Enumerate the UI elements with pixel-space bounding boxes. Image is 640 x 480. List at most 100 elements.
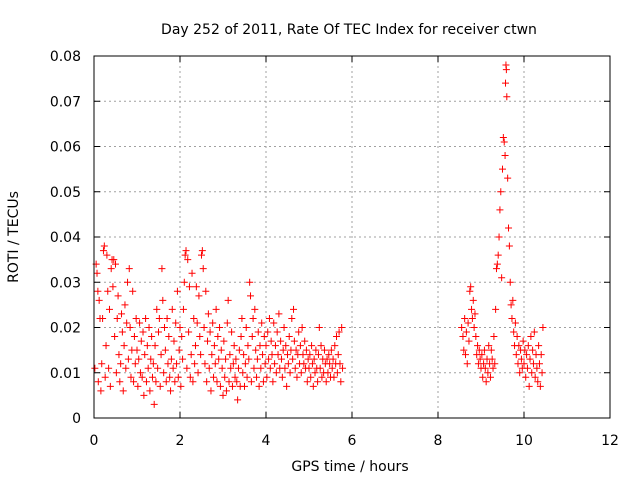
data-point — [264, 328, 272, 336]
data-point — [198, 247, 206, 255]
data-point — [151, 342, 159, 350]
data-point — [295, 328, 303, 336]
data-point — [506, 278, 514, 286]
data-point — [288, 314, 296, 322]
data-point — [320, 346, 328, 354]
y-tick-label: 0.02 — [50, 321, 81, 337]
data-point — [223, 319, 231, 327]
data-point — [480, 360, 488, 368]
data-point — [275, 310, 283, 318]
data-point — [121, 301, 129, 309]
data-point — [471, 310, 479, 318]
data-point — [486, 373, 494, 381]
data-point — [221, 373, 229, 381]
data-point — [143, 342, 151, 350]
data-point — [505, 242, 513, 250]
data-point — [503, 93, 511, 101]
data-point — [213, 378, 221, 386]
data-point — [259, 378, 267, 386]
data-point — [144, 364, 152, 372]
data-point — [478, 351, 486, 359]
data-point — [217, 346, 225, 354]
data-point — [499, 165, 506, 173]
data-point — [510, 328, 518, 336]
data-point — [463, 360, 471, 368]
data-point — [190, 314, 198, 322]
data-point — [272, 369, 280, 377]
data-point — [142, 378, 150, 386]
data-point — [148, 373, 156, 381]
data-point — [130, 378, 138, 386]
data-point — [158, 265, 166, 273]
data-point — [253, 373, 261, 381]
data-point — [535, 360, 543, 368]
data-point — [309, 382, 317, 390]
data-point — [188, 269, 196, 277]
data-point — [335, 328, 343, 336]
data-point — [333, 369, 341, 377]
data-point — [173, 287, 181, 295]
data-point — [534, 378, 542, 386]
data-point — [186, 373, 194, 381]
data-point — [126, 324, 134, 331]
data-point — [330, 373, 338, 381]
data-point — [178, 333, 186, 341]
data-point — [227, 364, 235, 372]
data-point — [232, 355, 240, 363]
data-point — [258, 319, 266, 327]
data-point — [482, 378, 490, 386]
data-point — [162, 378, 170, 386]
data-point — [266, 364, 274, 372]
data-point — [196, 333, 204, 341]
data-point — [259, 351, 267, 359]
data-point — [131, 360, 139, 368]
data-point — [175, 346, 183, 354]
data-point — [166, 373, 174, 381]
data-point — [129, 287, 137, 295]
data-point — [208, 351, 216, 359]
data-point — [112, 260, 119, 268]
data-point — [493, 260, 501, 268]
data-point — [298, 324, 306, 331]
data-point — [169, 364, 177, 372]
x-tick-label: 10 — [515, 433, 533, 449]
data-point — [198, 251, 205, 259]
data-point — [496, 206, 504, 214]
data-point — [155, 314, 163, 322]
data-point — [278, 373, 286, 381]
data-point — [508, 314, 516, 322]
data-point — [200, 324, 208, 331]
data-point — [199, 265, 207, 273]
data-point — [328, 364, 336, 372]
x-tick-label: 8 — [434, 433, 443, 449]
data-point — [134, 382, 142, 390]
data-point — [331, 342, 339, 350]
data-point — [193, 319, 201, 327]
data-point — [124, 278, 132, 286]
data-point — [521, 346, 529, 354]
data-point — [271, 342, 279, 350]
data-point — [524, 342, 532, 350]
data-point — [303, 378, 311, 386]
data-point — [474, 342, 482, 350]
data-point — [174, 373, 182, 381]
data-point — [538, 369, 546, 377]
data-point — [204, 310, 212, 318]
data-point — [135, 355, 143, 363]
data-point — [327, 346, 335, 354]
data-point — [207, 387, 215, 395]
x-tick-label: 4 — [262, 433, 271, 449]
y-tick-label: 0.07 — [50, 94, 81, 110]
data-point — [161, 346, 169, 354]
data-point — [459, 333, 467, 341]
y-tick-labels: 0 0.01 0.02 0.03 0.04 0.05 0.06 0.07 0.08 — [50, 49, 81, 427]
data-point — [218, 364, 226, 372]
data-point — [254, 328, 262, 336]
data-point — [529, 360, 537, 368]
data-point — [97, 387, 105, 395]
x-tick-label: 2 — [176, 433, 185, 449]
data-point — [528, 369, 536, 377]
data-point — [273, 328, 281, 336]
data-point — [241, 382, 248, 390]
